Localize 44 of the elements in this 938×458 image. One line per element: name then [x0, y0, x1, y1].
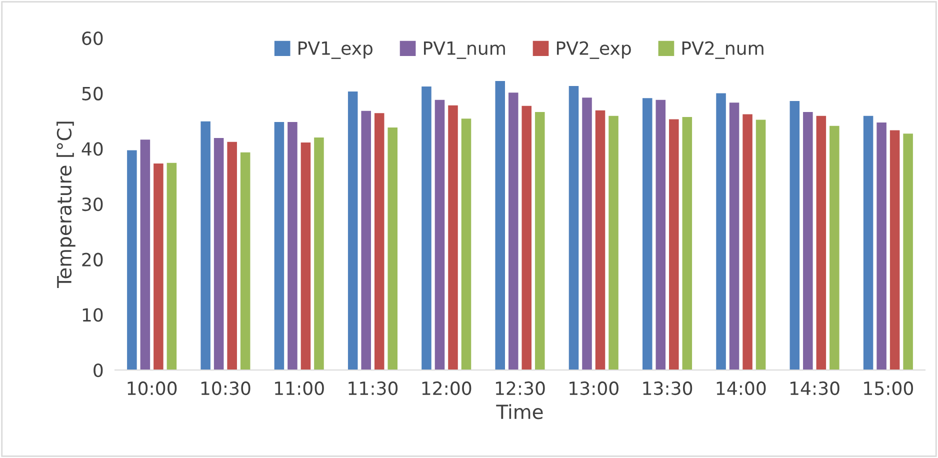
bar: [313, 136, 325, 370]
y-tick-label: 10: [82, 308, 103, 322]
bar: [608, 115, 620, 370]
legend-label: PV1_num: [424, 42, 505, 59]
bar: [347, 90, 359, 370]
bar: [386, 126, 398, 370]
x-tick-label: 14:30: [790, 381, 840, 396]
x-tick-label: 15:00: [864, 381, 913, 396]
x-tick-label: 10:30: [201, 381, 250, 396]
bar: [420, 86, 432, 370]
bar: [728, 102, 740, 370]
x-tick-label: 12:00: [422, 381, 472, 396]
x-tick-label: 11:00: [275, 381, 324, 396]
y-tick-label: 60: [82, 31, 103, 46]
y-tick-label: 40: [82, 142, 103, 156]
x-tick-label: 11:30: [348, 381, 398, 396]
y-tick-label: 30: [82, 197, 103, 212]
bar: [568, 85, 580, 370]
x-tick-label: 13:00: [570, 381, 618, 396]
y-tick-label: 0: [94, 363, 103, 378]
bar: [460, 118, 472, 370]
bar: [434, 99, 446, 370]
y-axis-title: Temperature [°C]: [56, 122, 76, 288]
bar: [166, 162, 178, 370]
bar: [642, 97, 654, 370]
y-tick-label: 50: [82, 86, 103, 100]
bar: [594, 110, 606, 370]
bar: [715, 92, 727, 370]
y-tick-label: 20: [82, 252, 103, 266]
legend-label: PV1_exp: [298, 42, 372, 59]
legend-label: PV2_exp: [556, 41, 631, 59]
bar: [300, 142, 312, 370]
x-tick-label: 10:00: [128, 381, 177, 396]
bar: [447, 104, 459, 370]
bar: [581, 96, 593, 370]
legend-label: PV2_num: [682, 41, 764, 59]
bar: [681, 116, 693, 370]
bar: [902, 132, 914, 370]
x-tick-label: 13:30: [643, 381, 692, 396]
x-tick-label: 14:00: [716, 381, 766, 396]
x-tick-label: 12:30: [496, 381, 545, 396]
x-axis-title: Time: [496, 404, 543, 420]
bar: [862, 115, 874, 370]
bar: [126, 149, 138, 370]
